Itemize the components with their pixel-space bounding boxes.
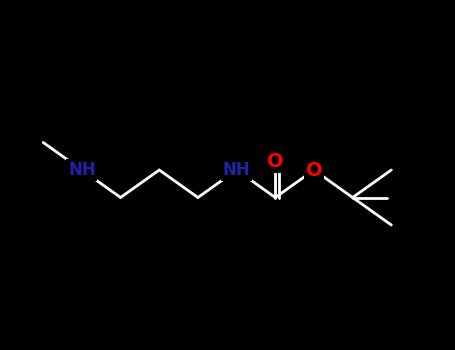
Text: O: O bbox=[306, 161, 322, 180]
Text: NH: NH bbox=[68, 161, 96, 179]
Text: NH: NH bbox=[223, 161, 250, 179]
Text: O: O bbox=[267, 152, 283, 171]
